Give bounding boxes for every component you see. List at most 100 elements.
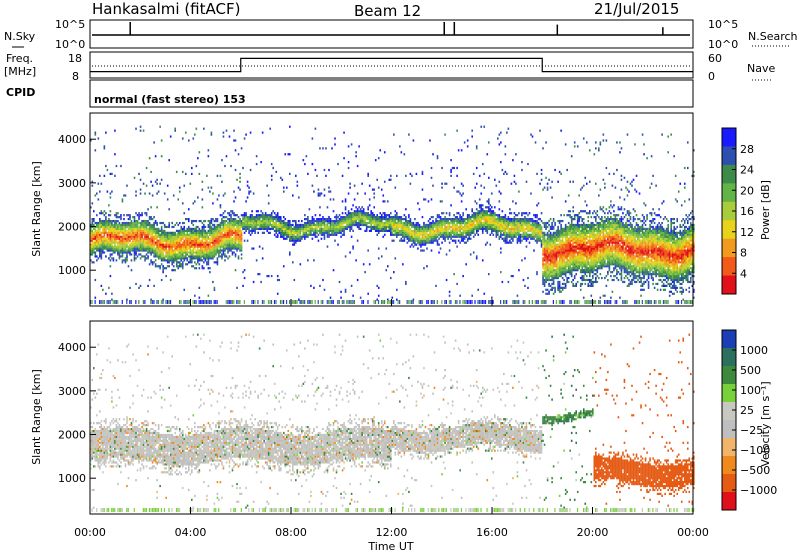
- power-cell: [107, 169, 109, 171]
- power-cell: [257, 210, 259, 212]
- power-cell: [199, 249, 201, 251]
- power-cell: [428, 236, 430, 238]
- power-cell: [527, 224, 529, 226]
- power-cell: [126, 244, 128, 246]
- power-cell: [98, 236, 100, 238]
- power-cell: [113, 259, 115, 261]
- power-cell: [372, 222, 374, 224]
- power-cell: [199, 230, 201, 232]
- power-cell: [384, 151, 386, 153]
- power-cell: [193, 228, 195, 230]
- power-cell: [544, 247, 546, 249]
- power-cell: [227, 247, 229, 249]
- power-cell: [173, 194, 175, 196]
- power-cell: [262, 220, 264, 222]
- power-cell: [346, 224, 348, 226]
- power-cell: [514, 220, 516, 222]
- power-cell: [158, 232, 160, 234]
- power-cell: [101, 242, 103, 244]
- power-cell: [309, 232, 311, 234]
- power-cell: [114, 240, 116, 242]
- power-cell: [307, 218, 309, 220]
- power-cell: [102, 238, 104, 240]
- power-cell: [524, 222, 526, 224]
- power-cell: [108, 218, 110, 220]
- power-cell: [388, 218, 390, 220]
- power-cell: [404, 236, 406, 238]
- power-cell: [128, 236, 130, 238]
- power-cell: [416, 224, 418, 226]
- power-cell: [191, 236, 193, 238]
- power-cell: [290, 230, 292, 232]
- power-cell: [405, 208, 407, 210]
- power-cell: [401, 232, 403, 234]
- power-cell: [382, 226, 384, 228]
- power-cell: [354, 198, 356, 200]
- power-cell: [486, 230, 488, 232]
- power-cell: [354, 210, 356, 212]
- power-cell: [176, 236, 178, 238]
- power-cell: [410, 228, 412, 230]
- power-cell: [275, 300, 276, 304]
- power-cell: [465, 218, 467, 220]
- power-cell: [425, 242, 427, 244]
- power-cell: [146, 240, 148, 242]
- power-cell: [494, 206, 496, 208]
- power-cell: [545, 275, 547, 277]
- power-cell: [272, 226, 274, 228]
- power-cell: [553, 281, 555, 283]
- power-cell: [221, 236, 223, 238]
- power-cell: [113, 246, 115, 248]
- power-cell: [156, 255, 158, 257]
- power-cell: [123, 249, 125, 251]
- power-cell: [446, 230, 448, 232]
- power-cell: [206, 300, 207, 304]
- power-cell: [423, 198, 425, 200]
- power-cell: [369, 220, 371, 222]
- power-cell: [113, 228, 115, 230]
- power-cell: [294, 230, 296, 232]
- power-cell: [189, 261, 191, 263]
- power-cell: [290, 226, 292, 228]
- power-cell: [119, 251, 121, 253]
- power-cell: [193, 257, 195, 259]
- power-cell: [202, 251, 204, 253]
- power-cell: [268, 214, 270, 216]
- power-cell: [554, 238, 556, 240]
- power-cell: [218, 253, 220, 255]
- power-cell: [497, 222, 499, 224]
- power-cell: [527, 222, 529, 224]
- power-cell: [328, 228, 330, 230]
- power-cell: [247, 224, 249, 226]
- power-cell: [197, 259, 199, 261]
- power-cell: [226, 255, 228, 257]
- power-cell: [200, 246, 202, 248]
- power-cell: [164, 234, 166, 236]
- power-cell: [458, 212, 460, 214]
- power-cell: [456, 216, 458, 218]
- power-cell: [496, 222, 498, 224]
- power-cell: [165, 300, 166, 304]
- power-cell: [542, 236, 544, 238]
- power-cell: [233, 244, 235, 246]
- power-cell: [417, 228, 419, 230]
- power-cell: [289, 226, 291, 228]
- power-cell: [517, 230, 519, 232]
- power-cell: [423, 238, 425, 240]
- power-cell: [176, 230, 178, 232]
- power-cell: [423, 240, 425, 242]
- power-cell: [449, 222, 451, 224]
- power-cell: [174, 255, 176, 257]
- power-cell: [417, 224, 419, 226]
- power-cell: [535, 224, 537, 226]
- power-cell: [202, 228, 204, 230]
- power-cell: [182, 228, 184, 230]
- power-cell: [399, 226, 401, 228]
- power-cell: [251, 247, 253, 249]
- power-cell: [174, 247, 176, 249]
- power-cell: [289, 153, 291, 155]
- power-cell: [547, 238, 549, 240]
- power-cell: [141, 255, 143, 257]
- power-cell: [503, 240, 505, 242]
- power-cell: [440, 236, 442, 238]
